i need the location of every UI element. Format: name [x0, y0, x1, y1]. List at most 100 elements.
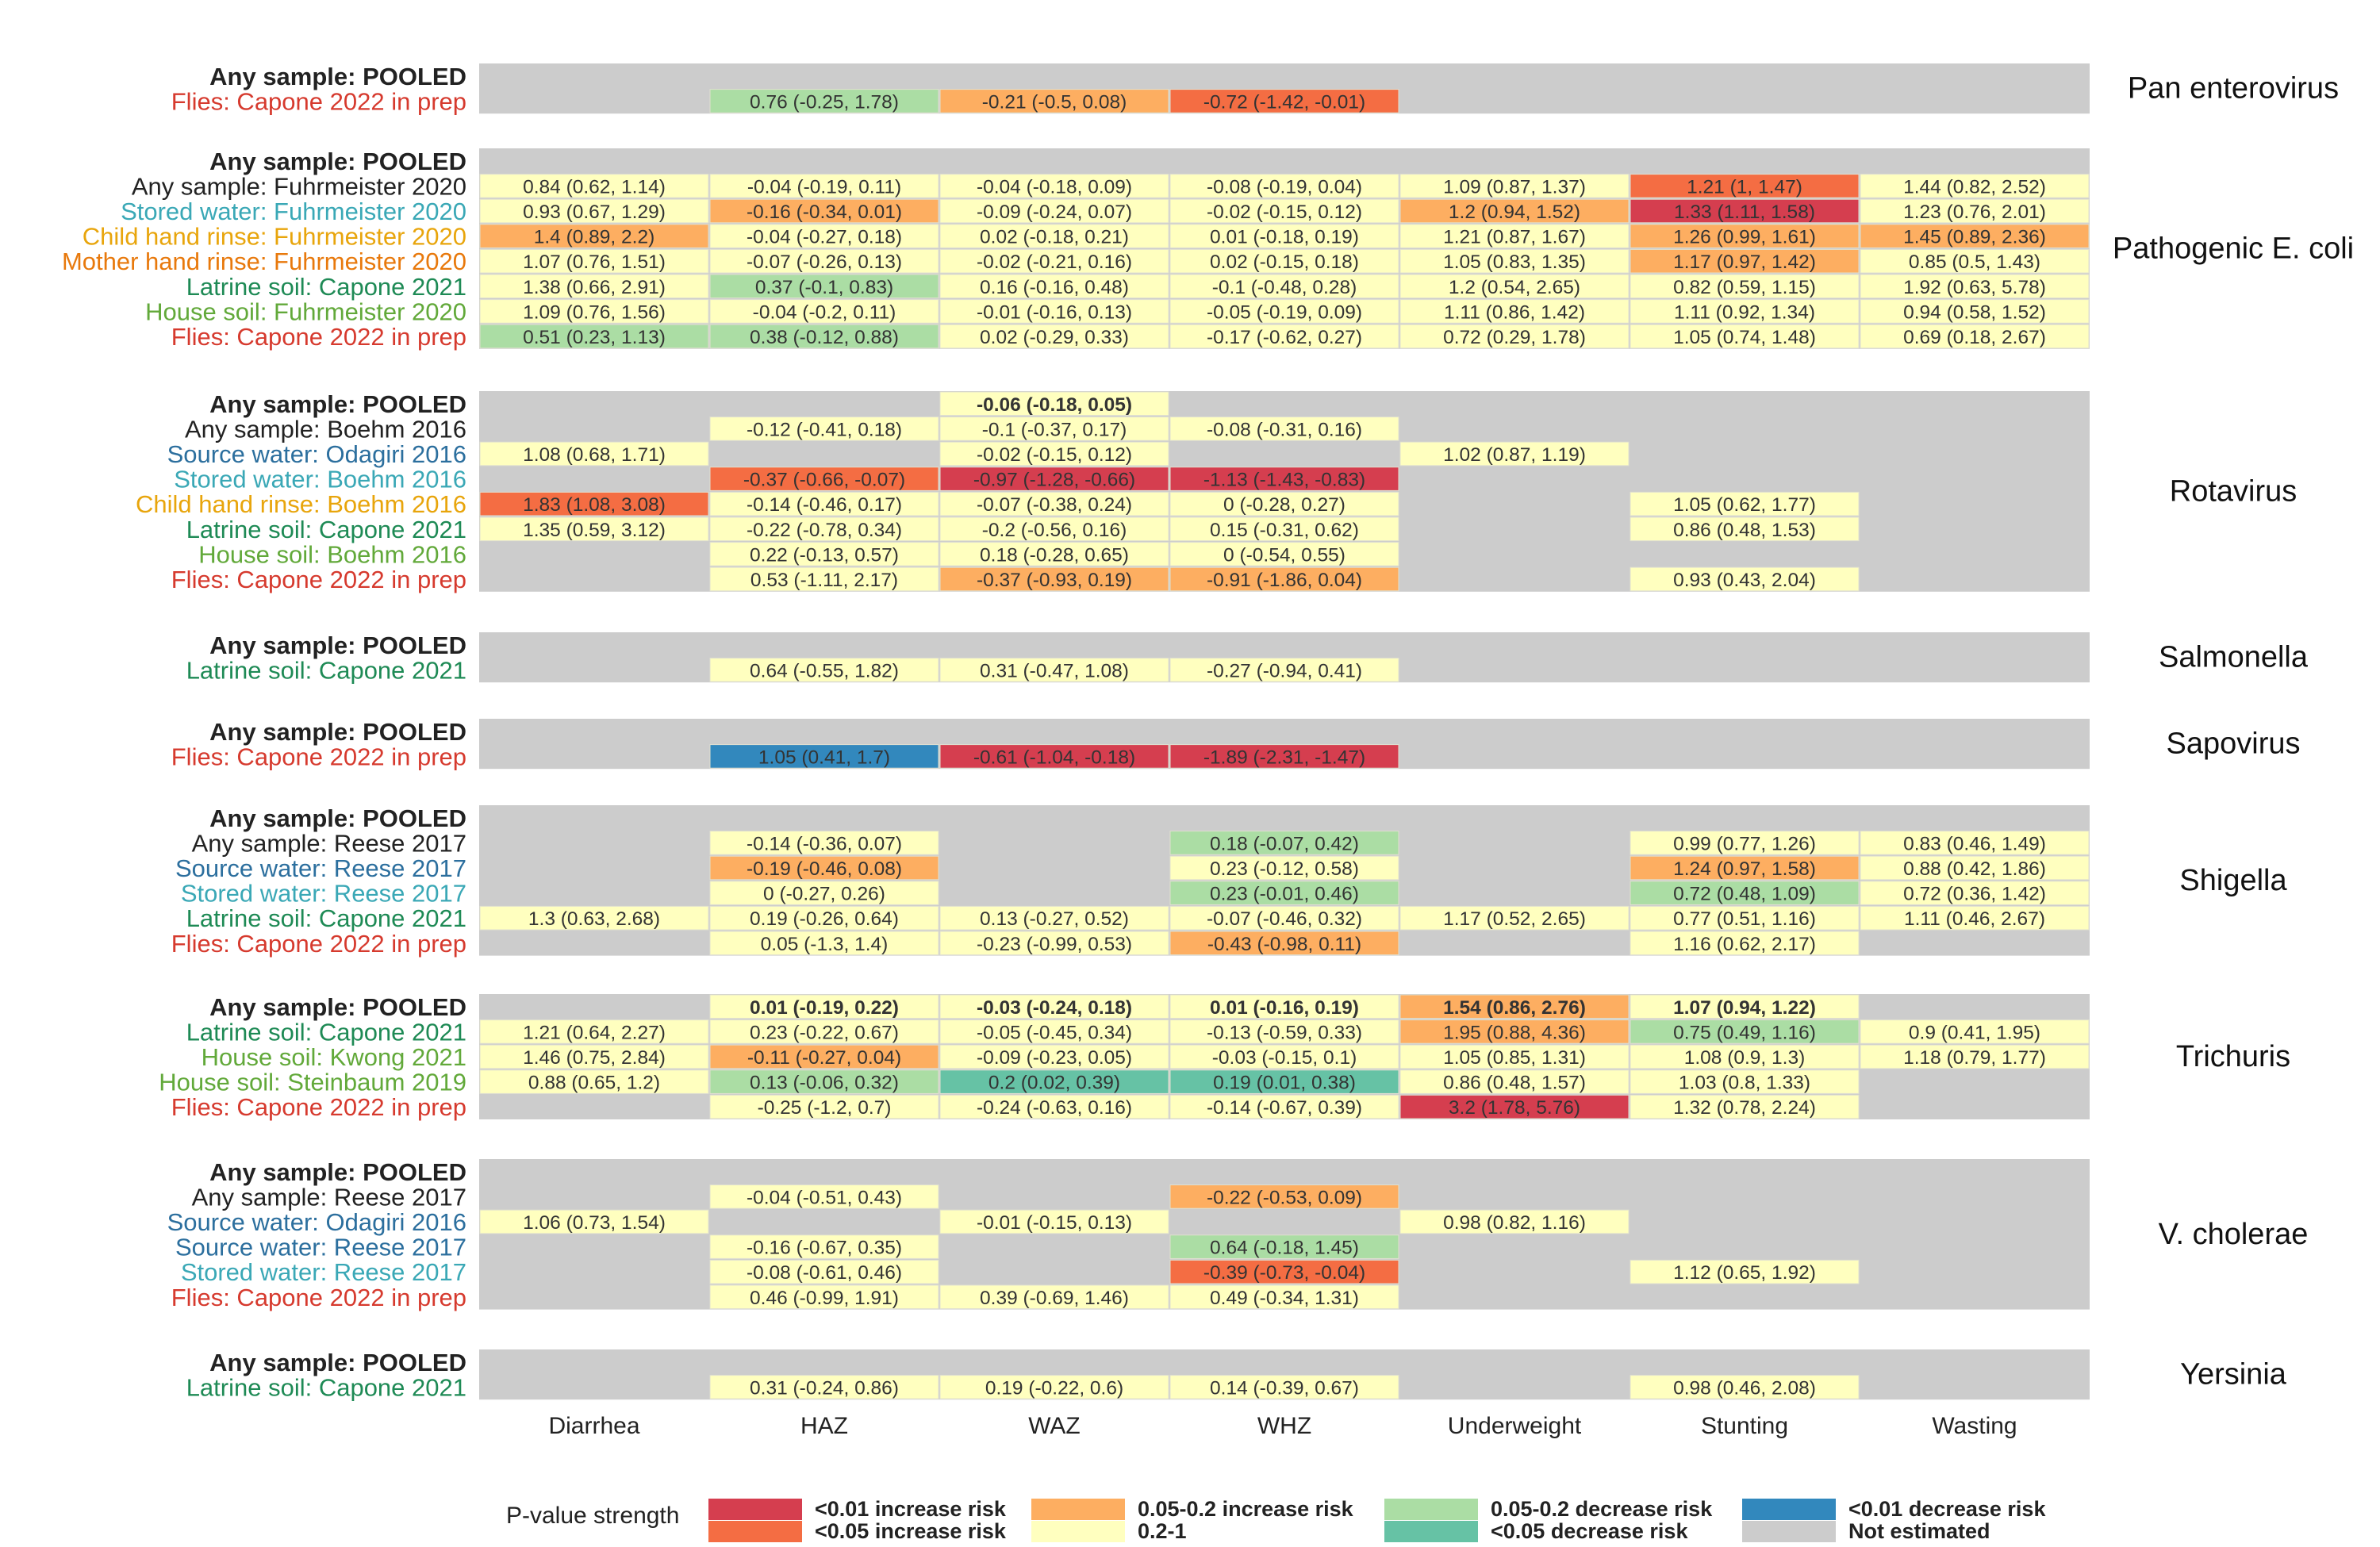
cell-value: 0.83 (0.46, 1.49) — [1903, 833, 2046, 854]
heatmap-cell — [1399, 994, 1630, 1019]
cell-value: 1.17 (0.97, 1.42) — [1673, 251, 1816, 273]
heatmap-cell — [1399, 1209, 1630, 1234]
heatmap-cell — [939, 324, 1169, 349]
cell-value: 0.76 (-0.25, 1.78) — [750, 91, 899, 113]
heatmap-cell — [939, 1094, 1169, 1119]
cell-value: 1.03 (0.8, 1.33) — [1679, 1073, 1810, 1094]
row-label: Any sample: POOLED — [209, 148, 466, 175]
heatmap-cell — [1630, 994, 1860, 1019]
heatmap-panels: Any sample: POOLED Flies: Capone 2022 in … — [62, 63, 2354, 1402]
heatmap-cell — [1630, 299, 1860, 324]
cell-value: 0.46 (-0.99, 1.91) — [750, 1288, 899, 1309]
heatmap-cell — [479, 198, 709, 224]
heatmap-cell — [479, 516, 709, 542]
cell-value: -0.04 (-0.18, 0.09) — [977, 176, 1132, 198]
row-label: House soil: Steinbaum 2019 — [159, 1069, 466, 1096]
cell-value: 0.98 (0.82, 1.16) — [1443, 1212, 1586, 1234]
cell-value: 0.85 (0.5, 1.43) — [1909, 251, 2040, 273]
heatmap-cell — [1169, 516, 1399, 542]
cell-value: -0.07 (-0.26, 0.13) — [747, 251, 902, 273]
cell-value: 1.16 (0.62, 2.17) — [1673, 934, 1816, 955]
cell-value: -0.14 (-0.36, 0.07) — [747, 833, 902, 854]
heatmap-cell — [709, 416, 939, 441]
cell-value: 1.95 (0.88, 4.36) — [1443, 1022, 1586, 1043]
cell-value: -0.05 (-0.19, 0.09) — [1207, 301, 1362, 323]
legend-label: 0.2-1 — [1138, 1519, 1187, 1543]
pathogen-label: Pathogenic E. coli — [2113, 232, 2354, 265]
heatmap-cell — [709, 1375, 939, 1399]
row-label: Flies: Capone 2022 in prep — [171, 1284, 466, 1311]
heatmap-cell — [1399, 324, 1630, 349]
cell-value: 1.21 (0.64, 2.27) — [523, 1022, 666, 1043]
heatmap-cell — [1169, 1234, 1399, 1259]
row-label: Child hand rinse: Boehm 2016 — [136, 490, 466, 518]
heatmap-cell — [1399, 1019, 1630, 1044]
heatmap-cell — [1169, 416, 1399, 441]
heatmap-cell — [1399, 299, 1630, 324]
cell-value: 0.31 (-0.24, 0.86) — [750, 1377, 899, 1399]
cell-value: -0.91 (-1.86, 0.04) — [1207, 570, 1362, 591]
heatmap-cell — [709, 516, 939, 542]
heatmap-cell — [1630, 566, 1860, 592]
cell-value: 0.9 (0.41, 1.95) — [1909, 1022, 2040, 1043]
cell-value: 1.35 (0.59, 3.12) — [523, 520, 666, 541]
heatmap-cell — [1169, 224, 1399, 248]
cell-value: 0.15 (-0.31, 0.62) — [1210, 520, 1359, 541]
heatmap-cell — [1630, 198, 1860, 224]
x-tick-label: Stunting — [1701, 1413, 1788, 1439]
heatmap-cell — [1860, 324, 2090, 349]
pathogen-label: Pan enterovirus — [2128, 72, 2339, 106]
heatmap-cell — [1169, 542, 1399, 566]
cell-value: 0.02 (-0.15, 0.18) — [1210, 251, 1359, 273]
row-label: House soil: Fuhrmeister 2020 — [145, 298, 466, 325]
cell-value: 0.18 (-0.28, 0.65) — [980, 544, 1129, 566]
cell-value: 1.09 (0.76, 1.56) — [523, 301, 666, 323]
row-label: House soil: Kwong 2021 — [202, 1043, 466, 1071]
heatmap-cell — [1630, 248, 1860, 274]
cell-value: 0.84 (0.62, 1.14) — [523, 176, 666, 198]
heatmap-cell — [1169, 658, 1399, 682]
cell-value: -1.13 (-1.43, -0.83) — [1203, 470, 1365, 491]
heatmap-cell — [1630, 224, 1860, 248]
cell-value: 1.05 (0.85, 1.31) — [1443, 1047, 1586, 1069]
row-label: Any sample: Reese 2017 — [192, 829, 466, 857]
heatmap-cell — [709, 658, 939, 682]
heatmap-cell — [709, 542, 939, 566]
heatmap-cell — [1630, 1375, 1860, 1399]
cell-value: -0.07 (-0.46, 0.32) — [1207, 908, 1362, 930]
cell-value: 0.82 (0.59, 1.15) — [1673, 277, 1816, 298]
cell-value: -0.08 (-0.31, 0.16) — [1207, 419, 1362, 440]
cell-value: -0.39 (-0.73, -0.04) — [1203, 1262, 1365, 1284]
cell-value: 0.01 (-0.18, 0.19) — [1210, 227, 1359, 248]
legend-swatch — [708, 1499, 802, 1520]
heatmap-cell — [1860, 274, 2090, 299]
heatmap-cell — [1399, 905, 1630, 931]
heatmap-cell — [1169, 324, 1399, 349]
row-label: Source water: Odagiri 2016 — [167, 440, 466, 468]
cell-value: -0.07 (-0.38, 0.24) — [977, 494, 1132, 516]
cell-value: 1.17 (0.52, 2.65) — [1443, 908, 1586, 930]
heatmap-cell — [1860, 174, 2090, 198]
heatmap-cell — [1630, 855, 1860, 881]
cell-value: 1.24 (0.97, 1.58) — [1673, 858, 1816, 880]
cell-value: -0.13 (-0.59, 0.33) — [1207, 1022, 1362, 1043]
heatmap-cell — [939, 905, 1169, 931]
heatmap-cell — [1860, 224, 2090, 248]
row-label: Stored water: Fuhrmeister 2020 — [121, 198, 466, 225]
heatmap-cell — [1169, 1375, 1399, 1399]
heatmap-cell — [1169, 1069, 1399, 1094]
cell-value: 0.94 (0.58, 1.52) — [1903, 301, 2046, 323]
row-label: Any sample: POOLED — [209, 993, 466, 1021]
heatmap-cell — [939, 441, 1169, 466]
pathogen-label: Rotavirus — [2170, 474, 2297, 508]
row-label: Stored water: Boehm 2016 — [174, 466, 466, 493]
cell-value: -0.04 (-0.19, 0.11) — [747, 176, 901, 198]
heatmap-cell — [479, 174, 709, 198]
cell-value: 0.39 (-0.69, 1.46) — [980, 1288, 1129, 1309]
legend-label: 0.05-0.2 increase risk — [1138, 1497, 1354, 1521]
heatmap-cell — [939, 1284, 1169, 1310]
cell-value: -0.25 (-1.2, 0.7) — [758, 1097, 892, 1119]
